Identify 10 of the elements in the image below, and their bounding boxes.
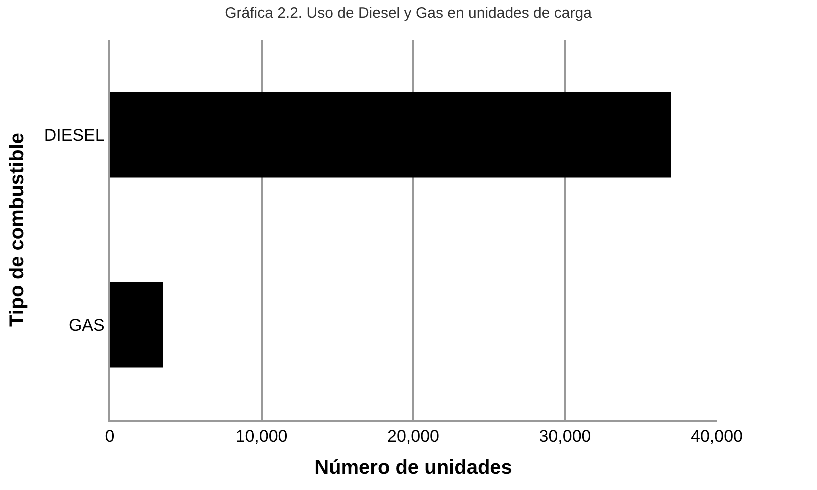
x-tick-label: 40,000 <box>691 427 743 446</box>
x-tick-label: 0 <box>105 427 115 446</box>
x-tick-label: 30,000 <box>539 427 592 446</box>
x-tick-label: 20,000 <box>388 427 440 446</box>
y-tick-label: DIESEL <box>44 126 105 145</box>
y-tick-label: GAS <box>68 316 105 335</box>
chart-title: Gráfica 2.2. Uso de Diesel y Gas en unidades de carga <box>225 4 593 22</box>
x-axis-title: Número de unidades <box>314 457 512 480</box>
x-tick-label: 10,000 <box>236 427 288 446</box>
y-axis-title: Tipo de combustible <box>6 132 28 328</box>
